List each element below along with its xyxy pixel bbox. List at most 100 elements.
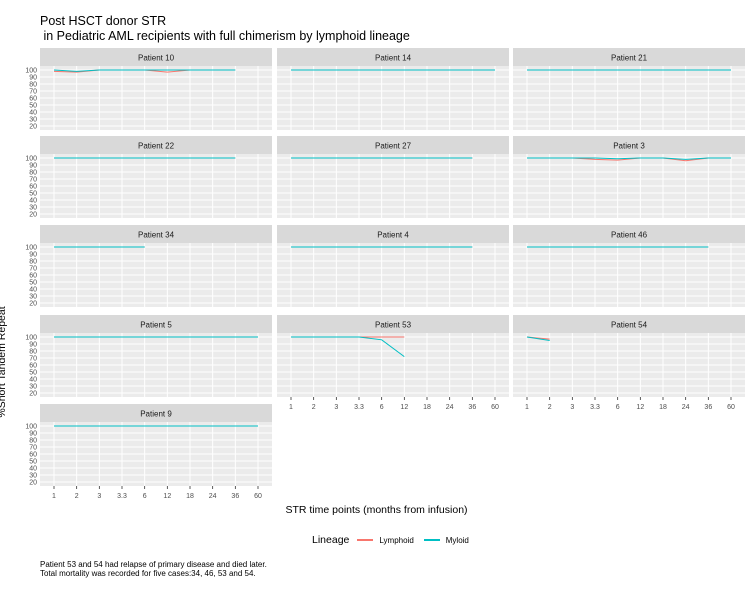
legend-swatch-myloid [423, 539, 440, 541]
legend-label-lymphoid: Lymphoid [379, 535, 414, 545]
y-tick-label: 40 [29, 377, 37, 384]
y-tick-label: 30 [29, 473, 37, 480]
y-tick-label: 100 [25, 68, 37, 75]
facet-strip [40, 404, 272, 422]
y-tick-label: 50 [29, 103, 37, 110]
footnote-line-1: Patient 53 and 54 had relapse of primary… [40, 560, 267, 569]
y-tick-label: 50 [29, 370, 37, 377]
x-tick-label: 12 [636, 404, 644, 411]
x-tick-label: 2 [548, 404, 552, 411]
y-tick-label: 60 [29, 452, 37, 459]
x-tick-label: 3.3 [590, 404, 600, 411]
x-tick-label: 1 [525, 404, 529, 411]
y-tick-label: 100 [25, 245, 37, 252]
y-tick-label: 70 [29, 445, 37, 452]
y-tick-label: 100 [25, 335, 37, 342]
facet-label: Patient 4 [377, 231, 409, 240]
y-axis-label: %Short Tandem Repeat [0, 306, 8, 418]
y-tick-label: 20 [29, 480, 37, 487]
facet-label: Patient 22 [138, 142, 175, 151]
x-tick-label: 3.3 [117, 493, 127, 500]
legend: Lineage Lymphoid Myloid [312, 534, 479, 546]
footnote-line-2: Total mortality was recorded for five ca… [40, 569, 256, 578]
x-tick-label: 18 [423, 404, 431, 411]
y-tick-label: 60 [29, 96, 37, 103]
x-tick-label: 18 [186, 493, 194, 500]
y-tick-label: 80 [29, 82, 37, 89]
x-tick-label: 60 [727, 404, 735, 411]
y-tick-label: 70 [29, 266, 37, 273]
y-tick-label: 80 [29, 170, 37, 177]
series-line-myloid-patient-3 [527, 157, 731, 160]
y-tick-label: 90 [29, 163, 37, 170]
y-tick-label: 100 [25, 156, 37, 163]
x-tick-label: 18 [659, 404, 667, 411]
y-tick-label: 50 [29, 280, 37, 287]
x-tick-label: 12 [400, 404, 408, 411]
y-tick-label: 40 [29, 110, 37, 117]
y-tick-label: 90 [29, 252, 37, 259]
x-tick-label: 2 [312, 404, 316, 411]
x-tick-label: 12 [163, 493, 171, 500]
y-tick-label: 30 [29, 205, 37, 212]
x-tick-label: 6 [143, 493, 147, 500]
facet-strip [513, 136, 745, 154]
y-tick-label: 40 [29, 198, 37, 205]
x-tick-label: 3.3 [354, 404, 364, 411]
y-tick-label: 60 [29, 184, 37, 191]
facet-strip [513, 315, 745, 333]
facet-label: Patient 27 [375, 142, 412, 151]
facet-label: Patient 10 [138, 54, 175, 63]
y-tick-label: 80 [29, 438, 37, 445]
y-tick-label: 30 [29, 384, 37, 391]
y-tick-label: 30 [29, 117, 37, 124]
x-tick-label: 36 [468, 404, 476, 411]
y-tick-label: 60 [29, 363, 37, 370]
chart-title-line-1: Post HSCT donor STR [40, 14, 167, 28]
x-tick-label: 24 [209, 493, 217, 500]
facet-label: Patient 14 [375, 54, 412, 63]
x-tick-label: 6 [380, 404, 384, 411]
x-tick-label: 1 [52, 493, 56, 500]
facet-strip [40, 315, 272, 333]
facet-strip [40, 136, 272, 154]
y-tick-label: 20 [29, 212, 37, 219]
chart-title-line-2: in Pediatric AML recipients with full ch… [40, 29, 410, 43]
x-tick-label: 36 [231, 493, 239, 500]
x-tick-label: 36 [704, 404, 712, 411]
legend-item-lymphoid: Lymphoid [357, 535, 414, 545]
y-tick-label: 30 [29, 294, 37, 301]
facet-label: Patient 54 [611, 321, 648, 330]
x-tick-label: 1 [289, 404, 293, 411]
y-tick-label: 70 [29, 177, 37, 184]
x-axis-label: STR time points (months from infusion) [285, 504, 468, 516]
y-tick-label: 40 [29, 466, 37, 473]
facet-strip [277, 48, 509, 66]
facet-strip [40, 48, 272, 66]
facet-strip [40, 225, 272, 243]
x-tick-label: 60 [491, 404, 499, 411]
facet-strip [277, 315, 509, 333]
y-tick-label: 100 [25, 424, 37, 431]
x-tick-label: 24 [446, 404, 454, 411]
y-tick-label: 20 [29, 391, 37, 398]
facet-strip [277, 136, 509, 154]
legend-title: Lineage [312, 534, 350, 546]
x-tick-label: 24 [682, 404, 690, 411]
facet-strip [513, 48, 745, 66]
facet-label: Patient 9 [140, 410, 172, 419]
facet-label: Patient 34 [138, 231, 175, 240]
facet-strip [277, 225, 509, 243]
y-tick-label: 90 [29, 342, 37, 349]
facet-label: Patient 3 [613, 142, 645, 151]
legend-swatch-lymphoid [357, 539, 374, 541]
y-tick-label: 60 [29, 273, 37, 280]
legend-label-myloid: Myloid [445, 535, 469, 545]
facet-strip [513, 225, 745, 243]
y-tick-label: 90 [29, 431, 37, 438]
y-tick-label: 50 [29, 459, 37, 466]
x-tick-label: 6 [616, 404, 620, 411]
x-tick-label: 2 [75, 493, 79, 500]
x-tick-label: 3 [570, 404, 574, 411]
y-tick-label: 80 [29, 259, 37, 266]
